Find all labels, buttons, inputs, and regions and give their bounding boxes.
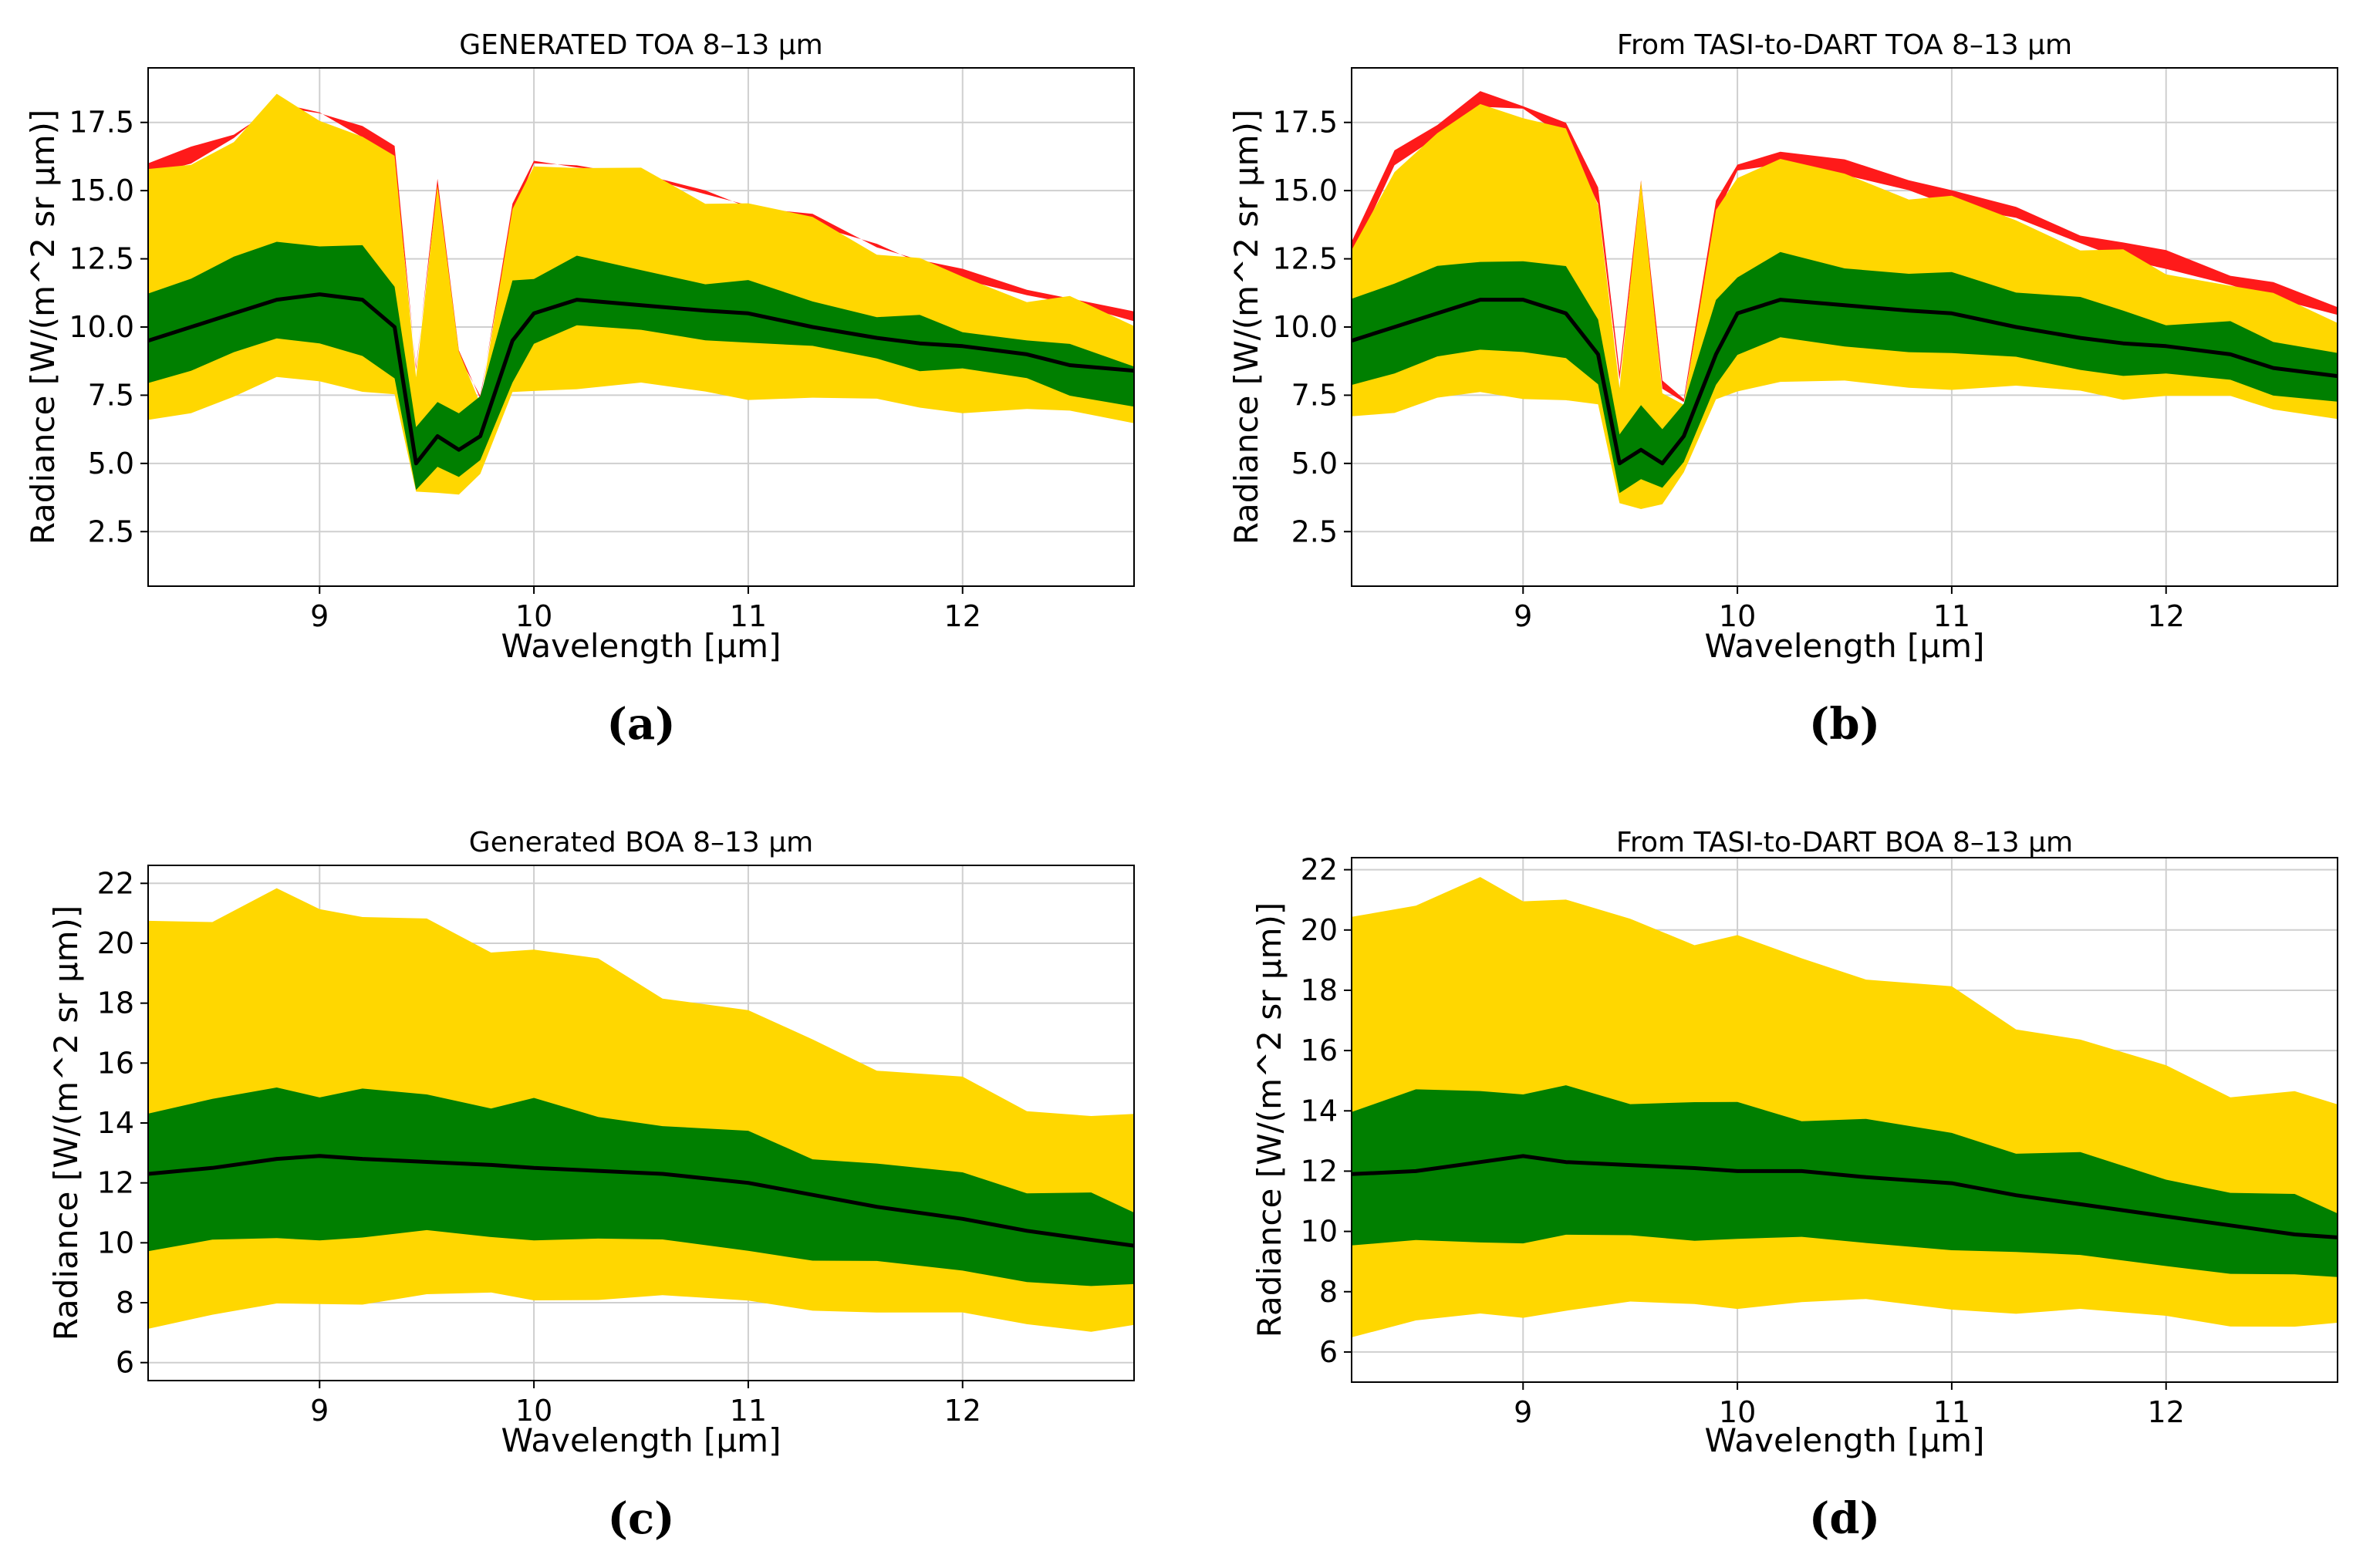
x-tick-label: 9: [310, 1394, 329, 1428]
y-tick-label: 8: [1319, 1275, 1338, 1309]
x-tick-label: 10: [515, 599, 552, 633]
x-tick-label: 9: [310, 599, 329, 633]
x-tick-label: 12: [944, 1394, 981, 1428]
y-tick-label: 14: [97, 1106, 134, 1140]
x-tick-label: 12: [2148, 1395, 2185, 1429]
y-tick-label: 15.0: [69, 174, 134, 207]
x-axis-label: Wavelength [μm]: [1705, 1421, 1985, 1459]
y-tick-label: 5.0: [1291, 447, 1338, 481]
y-tick-label: 10: [97, 1226, 134, 1259]
x-tick-label: 10: [1719, 599, 1756, 633]
y-tick-label: 8: [116, 1286, 134, 1320]
y-tick-label: 22: [97, 866, 134, 900]
y-tick-label: 10: [1301, 1215, 1338, 1249]
chart-title: From TASI-to-DART BOA 8–13 μm: [1616, 827, 2073, 858]
y-tick-label: 16: [97, 1046, 134, 1080]
series-green-band: [148, 1087, 1134, 1286]
x-tick-label: 10: [1719, 1395, 1756, 1429]
x-tick-label: 10: [515, 1394, 552, 1428]
x-tick-label: 11: [1933, 599, 1970, 633]
y-tick-label: 20: [97, 926, 134, 960]
panel-a: 9 10 11 12 2.5 5.0 7.5 10.0 12.5 15.0 17.5 GENERATE…: [24, 29, 1135, 750]
x-axis-label: Wavelength [μm]: [501, 1421, 781, 1459]
series-mean-line: [148, 292, 1134, 466]
series-green-band: [1352, 1085, 2338, 1277]
series-green-band: [1352, 251, 2338, 494]
panel-caption: (a): [606, 699, 675, 750]
y-tick-label: 12.5: [69, 242, 134, 276]
x-tick-label: 9: [1514, 1395, 1532, 1429]
chart-title: GENERATED TOA 8–13 μm: [459, 29, 823, 61]
y-tick-label: 7.5: [88, 378, 134, 412]
chart-title: From TASI-to-DART TOA 8–13 μm: [1617, 29, 2072, 61]
panel-d: 9 10 11 12 6 8 10 12 14 16 18 20 22 From TASI-to-DART…: [1251, 827, 2338, 1544]
series-mean-line: [1352, 298, 2338, 466]
series-mean-line: [1352, 1154, 2338, 1239]
y-tick-label: 18: [97, 986, 134, 1020]
y-tick-label: 2.5: [1291, 514, 1338, 548]
y-tick-label: 6: [116, 1346, 134, 1380]
y-tick-label: 6: [1319, 1335, 1338, 1369]
y-tick-label: 18: [1301, 973, 1338, 1007]
axes-frame: [1351, 857, 2338, 1383]
x-tick-label: 11: [730, 599, 767, 633]
y-tick-label: 2.5: [88, 514, 134, 548]
y-axis-label: Radiance [W/(m^2 sr μm)]: [1227, 110, 1265, 545]
x-axis-label: Wavelength [μm]: [501, 627, 781, 665]
y-tick-label: 17.5: [69, 106, 134, 140]
y-tick-label: 12: [1301, 1154, 1338, 1188]
y-tick-label: 5.0: [88, 447, 134, 481]
y-tick-label: 22: [1301, 853, 1338, 887]
y-axis-label: Radiance [W/(m^2 sr μm)]: [47, 905, 85, 1341]
x-tick-label: 11: [1933, 1395, 1970, 1429]
y-tick-label: 15.0: [1272, 174, 1338, 207]
panel-caption: (d): [1809, 1493, 1880, 1544]
x-tick-label: 12: [944, 599, 981, 633]
y-tick-label: 17.5: [1272, 106, 1338, 140]
x-tick-label: 9: [1514, 599, 1532, 633]
panel-caption: (b): [1809, 699, 1880, 750]
y-axis-label: Radiance [W/(m^2 sr μm)]: [1251, 902, 1288, 1338]
y-tick-label: 12: [97, 1166, 134, 1200]
y-tick-label: 10.0: [1272, 310, 1338, 344]
panel-c: 9 10 11 12 6 8 10 12 14 16 18 20 22 Generated BOA 8–1…: [47, 827, 1135, 1544]
series-red-band: [1352, 91, 2338, 403]
panel-caption: (c): [607, 1493, 674, 1544]
series-green-band: [148, 241, 1134, 491]
y-tick-label: 16: [1301, 1034, 1338, 1067]
y-tick-label: 10.0: [69, 310, 134, 344]
x-tick-label: 11: [730, 1394, 767, 1428]
y-tick-label: 14: [1301, 1094, 1338, 1128]
chart-title: Generated BOA 8–13 μm: [469, 827, 813, 858]
panel-b: 9 10 11 12 2.5 5.0 7.5 10.0 12.5 15.0 17.5 From TAS…: [1227, 29, 2338, 750]
x-tick-label: 12: [2148, 599, 2185, 633]
series-mean-line: [148, 1154, 1134, 1248]
y-axis-label: Radiance [W/(m^2 sr μm)]: [24, 110, 62, 545]
y-tick-label: 7.5: [1291, 378, 1338, 412]
x-axis-label: Wavelength [μm]: [1705, 627, 1985, 665]
y-tick-label: 20: [1301, 913, 1338, 947]
y-tick-label: 12.5: [1272, 242, 1338, 276]
